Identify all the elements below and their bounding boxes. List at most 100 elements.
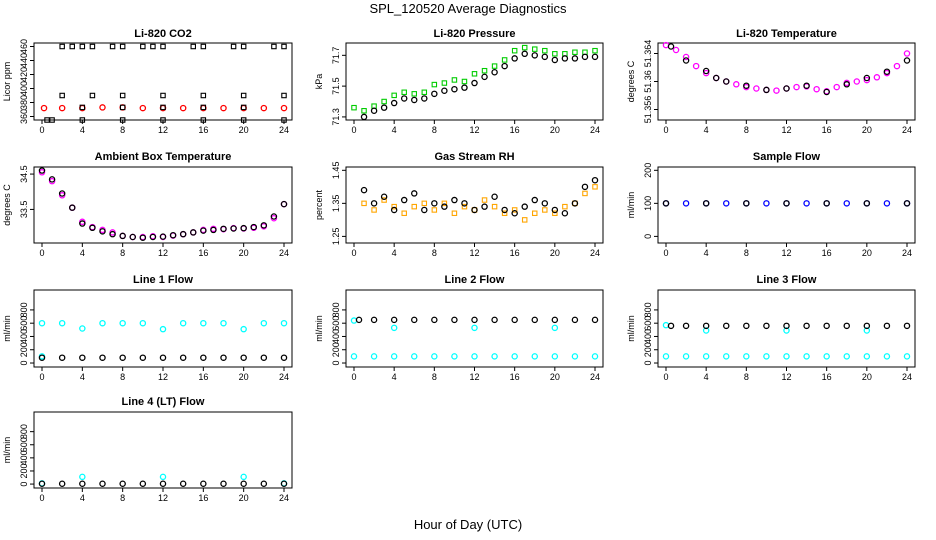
- data-point: [89, 43, 96, 50]
- data-point: [159, 233, 167, 240]
- data-point: [501, 206, 508, 214]
- data-point: [240, 354, 247, 361]
- data-point: [280, 104, 288, 112]
- data-point: [551, 316, 559, 324]
- data-point: [410, 316, 418, 324]
- y-tick-label: 800: [643, 302, 653, 317]
- data-point: [59, 92, 65, 99]
- data-point: [531, 196, 539, 204]
- data-point: [361, 200, 367, 207]
- x-tick-label: 0: [663, 125, 668, 135]
- data-point: [109, 43, 116, 50]
- data-point: [702, 69, 710, 77]
- y-tick-label: 200: [19, 463, 29, 478]
- data-point: [692, 62, 700, 70]
- data-point: [743, 322, 750, 330]
- data-point: [58, 104, 66, 112]
- data-point: [733, 81, 740, 88]
- y-tick-label: 400: [643, 329, 653, 344]
- data-point: [783, 85, 790, 92]
- chart-title: Li-820 Temperature: [736, 28, 837, 40]
- data-point: [44, 117, 50, 123]
- x-tick-label: 16: [822, 248, 832, 258]
- data-point: [371, 207, 377, 213]
- data-point: [119, 104, 126, 111]
- chart-panel-6: Sample Flow ml/min 0 4 8 12 16 20 24 0 100 200: [626, 151, 916, 258]
- data-point: [421, 95, 428, 102]
- y-axis-label: degrees C: [2, 184, 12, 226]
- data-point: [662, 200, 670, 207]
- data-point: [743, 353, 750, 360]
- y-tick-label: 0: [19, 361, 29, 366]
- data-point: [38, 354, 46, 361]
- data-point: [280, 480, 288, 487]
- data-point: [451, 353, 458, 360]
- data-point: [99, 104, 106, 111]
- data-point: [129, 233, 136, 241]
- x-tick-label: 12: [469, 125, 479, 135]
- x-tick-label: 12: [158, 493, 168, 503]
- plot-frame: [33, 411, 293, 489]
- y-tick-label: 800: [331, 302, 341, 317]
- x-tick-label: 20: [862, 248, 872, 258]
- data-point: [481, 203, 488, 210]
- data-point: [763, 86, 770, 94]
- x-tick-label: 0: [351, 125, 356, 135]
- data-point: [491, 353, 498, 360]
- data-point: [491, 316, 498, 324]
- x-tick-label: 20: [862, 125, 872, 135]
- data-point: [863, 200, 871, 207]
- data-point: [763, 322, 770, 330]
- data-point: [843, 200, 851, 207]
- x-tick-label: 24: [902, 125, 912, 135]
- data-point: [592, 47, 598, 54]
- data-point: [350, 353, 358, 360]
- data-point: [370, 107, 378, 115]
- data-point: [280, 354, 288, 361]
- x-tick-label: 0: [39, 493, 44, 503]
- data-point: [220, 319, 227, 327]
- data-point: [793, 83, 800, 91]
- x-tick-label: 20: [550, 372, 560, 382]
- data-point: [159, 473, 167, 481]
- x-tick-label: 24: [279, 372, 289, 382]
- chart-panel-5: Gas Stream RH percent 0 4 8 12 16 20 24 1.25 1.35 1…: [314, 151, 604, 258]
- data-point: [783, 200, 790, 207]
- chart-panel-9: Line 3 Flow ml/min 0 4 8 12 16 20 24 0 20040060080…: [626, 274, 916, 382]
- data-point: [511, 210, 518, 217]
- data-point: [99, 319, 106, 327]
- x-tick-label: 12: [158, 248, 168, 258]
- data-point: [511, 316, 518, 324]
- data-point: [571, 55, 579, 62]
- data-point: [501, 62, 508, 70]
- data-point: [99, 480, 106, 487]
- data-point: [471, 71, 478, 77]
- data-point: [511, 47, 518, 54]
- data-point: [451, 316, 458, 324]
- chart-title: Li-820 CO2: [134, 28, 191, 40]
- x-tick-label: 12: [469, 372, 479, 382]
- y-tick-label: 51.36: [643, 70, 653, 93]
- data-point: [431, 316, 438, 324]
- data-point: [119, 319, 126, 327]
- data-point: [421, 200, 428, 207]
- x-tick-label: 8: [432, 125, 437, 135]
- data-point: [48, 176, 56, 183]
- x-tick-label: 4: [80, 372, 85, 382]
- data-point: [552, 51, 558, 57]
- data-point: [160, 117, 166, 123]
- data-point: [843, 322, 851, 330]
- data-point: [260, 354, 268, 361]
- data-point: [501, 210, 508, 217]
- data-point: [380, 193, 388, 200]
- x-tick-label: 8: [744, 248, 749, 258]
- data-point: [240, 92, 247, 99]
- y-axis-label: ml/min: [626, 192, 636, 219]
- x-tick-label: 20: [239, 372, 249, 382]
- chart-panel-4: Ambient Box Temperature degrees C 0 4 8 12 16 2…: [2, 151, 293, 258]
- data-point: [401, 210, 407, 217]
- data-point: [481, 73, 488, 81]
- y-tick-label: 400: [331, 329, 341, 344]
- x-tick-label: 12: [781, 372, 791, 382]
